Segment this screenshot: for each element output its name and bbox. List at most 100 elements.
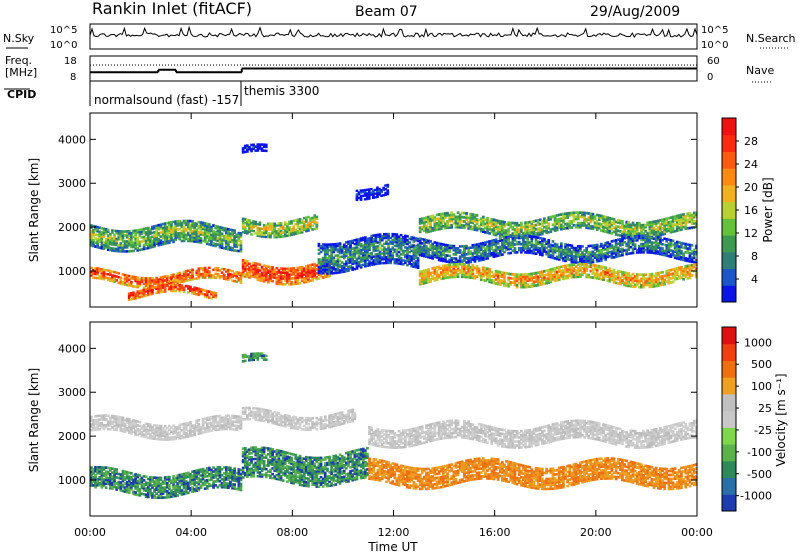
heatmap-cell — [467, 227, 470, 230]
heatmap-cell — [336, 265, 340, 269]
heatmap-cell — [494, 221, 498, 224]
heatmap-cell — [458, 219, 462, 223]
heatmap-cell — [189, 239, 192, 243]
heatmap-cell — [600, 214, 603, 218]
heatmap-cell — [326, 275, 329, 278]
power-heatmap — [90, 143, 698, 301]
heatmap-cell — [374, 237, 378, 241]
heatmap-cell — [610, 232, 614, 235]
heatmap-cell — [174, 224, 177, 227]
heatmap-cell — [482, 219, 485, 223]
heatmap-cell — [117, 281, 121, 285]
heatmap-cell — [659, 223, 662, 226]
heatmap-cell — [104, 232, 108, 235]
heatmap-cell — [121, 246, 125, 249]
heatmap-cell — [273, 268, 277, 272]
heatmap-cell — [109, 273, 112, 277]
heatmap-cell — [187, 239, 190, 243]
heatmap-cell — [446, 244, 449, 247]
heatmap-cell — [144, 290, 148, 293]
heatmap-cell — [541, 232, 544, 236]
heatmap-cell — [682, 258, 685, 262]
heatmap-cell — [593, 217, 597, 221]
heatmap-cell — [174, 278, 177, 281]
heatmap-cell — [433, 216, 437, 219]
heatmap-cell — [608, 223, 612, 226]
heatmap-cell — [505, 272, 508, 275]
heatmap-cell — [161, 240, 165, 244]
heatmap-cell — [551, 269, 555, 273]
heatmap-cell — [277, 274, 281, 278]
heatmap-cell — [290, 229, 293, 233]
heatmap-cell — [429, 219, 432, 222]
heatmap-cell — [123, 275, 127, 279]
heatmap-cell — [170, 231, 173, 234]
colorbar-segment — [722, 151, 736, 169]
heatmap-cell — [661, 253, 664, 256]
heatmap-cell — [612, 268, 616, 272]
heatmap-cell — [536, 250, 540, 254]
heatmap-cell — [657, 250, 660, 253]
heatmap-cell — [340, 249, 344, 253]
heatmap-cell — [130, 239, 133, 243]
heatmap-cell — [119, 282, 123, 285]
heatmap-cell — [530, 274, 534, 278]
heatmap-cell — [640, 232, 643, 235]
heatmap-cell — [564, 264, 567, 268]
heatmap-cell — [515, 226, 519, 229]
heatmap-cell — [195, 236, 199, 240]
heatmap-cell — [92, 421, 95, 424]
heatmap-cell — [323, 245, 327, 248]
heatmap-cell — [486, 229, 489, 233]
heatmap-cell — [323, 249, 327, 252]
heatmap-cell — [109, 420, 112, 423]
heatmap-cell — [203, 270, 207, 274]
heatmap-cell — [631, 272, 635, 276]
heatmap-cell — [246, 230, 249, 233]
heatmap-cell — [517, 248, 521, 252]
heatmap-cell — [431, 277, 435, 281]
heatmap-cell — [690, 265, 694, 269]
heatmap-cell — [260, 267, 264, 271]
heatmap-cell — [463, 255, 466, 258]
heatmap-cell — [528, 243, 532, 246]
heatmap-cell — [543, 274, 546, 277]
heatmap-cell — [408, 247, 411, 250]
heatmap-cell — [536, 275, 540, 279]
heatmap-cell — [486, 216, 489, 220]
heatmap-cell — [627, 223, 631, 226]
heatmap-cell — [416, 258, 420, 262]
heatmap-cell — [452, 269, 456, 272]
heatmap-cell — [140, 236, 144, 239]
heatmap-cell — [399, 243, 403, 246]
heatmap-cell — [155, 226, 158, 230]
heatmap-cell — [414, 266, 418, 269]
heatmap-cell — [579, 261, 582, 265]
heatmap-cell — [416, 247, 420, 250]
heatmap-cell — [315, 217, 319, 221]
heatmap-cell — [606, 247, 610, 250]
heatmap-cell — [530, 282, 534, 286]
heatmap-cell — [640, 226, 643, 229]
heatmap-cell — [425, 241, 428, 244]
heatmap-cell — [446, 260, 449, 263]
heatmap-cell — [412, 236, 416, 240]
heatmap-cell — [140, 295, 144, 298]
heatmap-cell — [140, 232, 144, 235]
heatmap-cell — [659, 238, 662, 242]
heatmap-cell — [389, 248, 392, 251]
heatmap-cell — [132, 295, 135, 298]
heatmap-cell — [452, 275, 456, 279]
heatmap-cell — [680, 276, 683, 279]
heatmap-cell — [450, 211, 454, 215]
heatmap-cell — [642, 273, 645, 277]
heatmap-cell — [229, 275, 232, 278]
heatmap-cell — [294, 228, 298, 232]
heatmap-cell — [602, 246, 605, 249]
heatmap-cell — [174, 276, 177, 280]
heatmap-cell — [235, 274, 239, 278]
heatmap-cell — [90, 429, 93, 432]
heatmap-cell — [370, 261, 373, 265]
heatmap-cell — [180, 274, 184, 278]
heatmap-cell — [96, 418, 99, 422]
